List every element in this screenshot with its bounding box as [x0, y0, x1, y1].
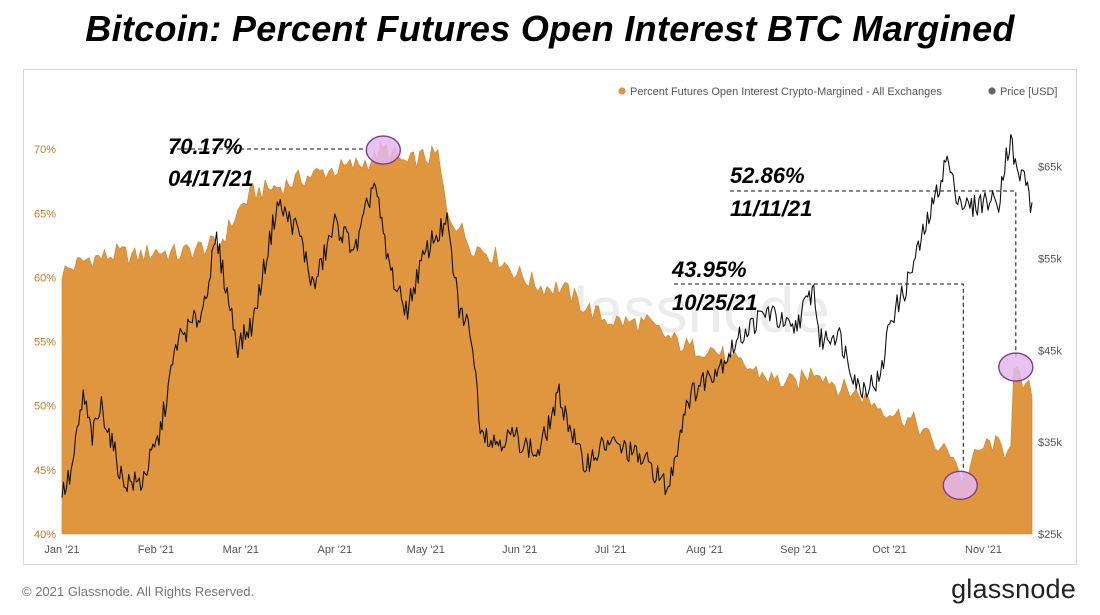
page-title: Bitcoin: Percent Futures Open Interest B…: [85, 8, 1015, 49]
y-left-tick-label: 55%: [34, 337, 56, 349]
glassnode-logo: glassnode: [951, 574, 1076, 604]
highlight-marker-43-95: [942, 470, 978, 501]
annotation-value-70-17: 70.17%: [168, 134, 243, 159]
x-tick-label: Jul '21: [595, 544, 626, 556]
annotation-value-52-86: 52.86%: [730, 163, 805, 188]
y-left-tick-label: 60%: [34, 272, 56, 284]
y-right-tick-label: $35k: [1038, 437, 1062, 449]
y-left-tick-label: 50%: [34, 401, 56, 413]
x-tick-label: Apr '21: [318, 544, 353, 556]
percent-oi-area: [61, 141, 1033, 535]
x-tick-label: Jan '21: [44, 544, 79, 556]
x-tick-label: Mar '21: [223, 544, 259, 556]
legend-swatch-oi: [618, 87, 626, 95]
highlight-marker-52-86: [998, 352, 1034, 382]
annotation-date-11-11-21: 11/11/21: [730, 196, 812, 221]
price-line: [61, 134, 1033, 498]
copyright-text: © 2021 Glassnode. All Rights Reserved.: [22, 584, 255, 599]
leader-line-43-95: [674, 283, 964, 480]
highlight-marker-70-17: [365, 135, 402, 165]
annotation-date-10-25-21: 10/25/21: [672, 290, 758, 315]
x-tick-label: Jun '21: [502, 544, 537, 556]
annotation-value-43-95: 43.95%: [671, 257, 747, 282]
x-tick-label: Feb '21: [138, 544, 174, 556]
x-tick-label: Sep '21: [780, 544, 817, 556]
legend-swatch-price: [988, 87, 996, 95]
legend-label-price: Price [USD]: [1000, 86, 1057, 98]
x-tick-label: May '21: [407, 544, 445, 556]
y-right-tick-label: $25k: [1038, 529, 1062, 541]
annotation-date-04-17-21: 04/17/21: [168, 166, 254, 191]
x-tick-label: Oct '21: [872, 544, 907, 556]
y-left-tick-label: 45%: [34, 465, 56, 477]
y-left-tick-label: 65%: [34, 208, 56, 220]
y-left-tick-label: 70%: [34, 144, 56, 156]
y-right-tick-label: $65k: [1038, 162, 1062, 174]
y-right-tick-label: $45k: [1038, 345, 1062, 357]
chart-svg: glassnode40%45%50%55%60%65%70%$25k$35k$4…: [34, 86, 1062, 556]
y-left-tick-label: 40%: [34, 529, 56, 541]
chart-panel: glassnode 40% 45% 50% 55% 60% 65% 70% $25k $35k $4…: [23, 69, 1077, 565]
x-tick-label: Aug '21: [686, 544, 723, 556]
x-tick-label: Nov '21: [965, 544, 1002, 556]
legend-label-oi: Percent Futures Open Interest Crypto-Mar…: [630, 86, 942, 98]
y-right-tick-label: $55k: [1038, 254, 1062, 266]
